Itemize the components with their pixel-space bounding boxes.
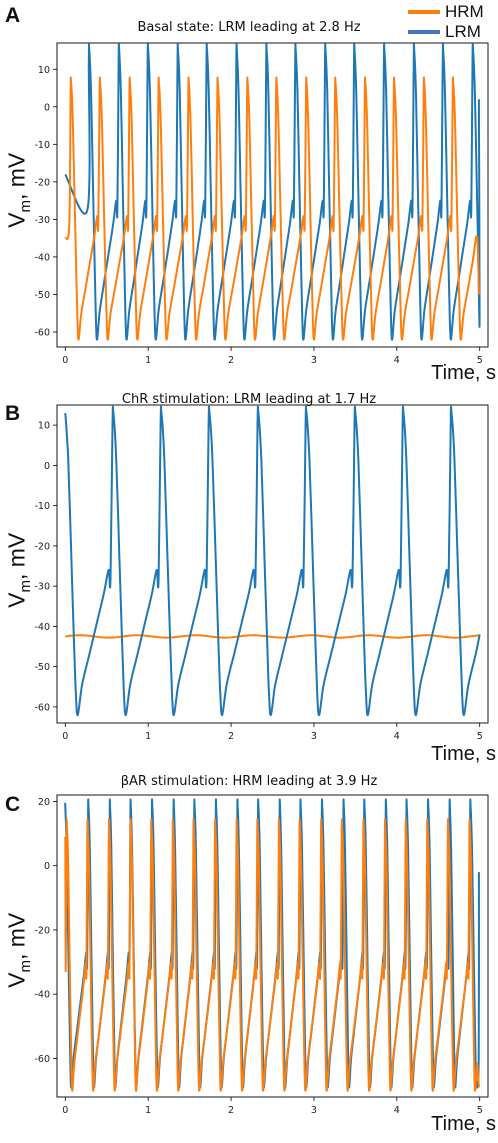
- x-tick-label: 0: [62, 1105, 68, 1116]
- panel-letter: A: [5, 4, 21, 27]
- legend-item-lrm: LRM: [408, 22, 494, 42]
- panel-letter: C: [5, 793, 21, 816]
- legend-label-hrm: HRM: [445, 2, 484, 21]
- x-tick-label: 4: [394, 1105, 400, 1116]
- x-tick-label: 0: [62, 731, 68, 742]
- panel-b: B ChR stimulation: LRM leading at 1.7 Hz…: [0, 390, 498, 770]
- y-tick-label: -20: [34, 541, 50, 552]
- x-tick-label: 0: [62, 355, 68, 366]
- x-tick-label: 1: [145, 355, 151, 366]
- series-line-lrm: [64, 43, 481, 341]
- x-tick-label: 5: [477, 731, 483, 742]
- y-tick-label: -30: [34, 582, 50, 593]
- x-axis-label: Time, s: [431, 362, 496, 384]
- series-line-hrm: [65, 634, 480, 639]
- x-tick-label: 2: [228, 355, 234, 366]
- y-tick-label: -60: [34, 1054, 50, 1065]
- y-tick-label: 0: [44, 102, 50, 113]
- series-line-hrm: [64, 818, 480, 1092]
- x-tick-label: 4: [394, 355, 400, 366]
- y-tick-label: -50: [34, 662, 50, 673]
- panel-title: Basal state: LRM leading at 2.8 Hz: [137, 20, 361, 35]
- x-tick-label: 2: [228, 1105, 234, 1116]
- plot-area: 0 1 2 3 4 5 10 0 -10 -20 -30 -40 -50 -60: [34, 404, 489, 742]
- y-tick-label: -40: [34, 990, 50, 1001]
- panel-title: ChR stimulation: LRM leading at 1.7 Hz: [121, 392, 377, 407]
- y-tick-label: -10: [34, 140, 50, 151]
- x-tick-label: 3: [311, 1105, 317, 1116]
- series-line-hrm: [64, 76, 480, 341]
- panel-letter: B: [5, 402, 21, 425]
- plot-frame: [56, 794, 489, 1098]
- series-line-lrm: [64, 798, 480, 1089]
- legend: HRM LRM: [408, 2, 494, 42]
- series-line-lrm: [64, 405, 481, 716]
- legend-label-lrm: LRM: [445, 22, 481, 41]
- y-tick-label: 0: [44, 861, 50, 872]
- y-tick-label: -40: [34, 622, 50, 633]
- panel-title: βAR stimulation: HRM leading at 3.9 Hz: [120, 774, 378, 789]
- y-tick-label: 10: [38, 65, 50, 76]
- plot-frame: [56, 404, 489, 724]
- x-tick-label: 3: [311, 355, 317, 366]
- y-tick-label: 10: [38, 421, 50, 432]
- x-tick-label: 1: [145, 1105, 151, 1116]
- y-tick-label: 0: [44, 461, 50, 472]
- y-tick-label: -50: [34, 290, 50, 301]
- legend-swatch-lrm: [408, 30, 440, 34]
- plot-frame: [56, 42, 489, 348]
- x-tick-label: 1: [145, 731, 151, 742]
- y-tick-label: -20: [34, 177, 50, 188]
- x-tick-label: 5: [477, 1105, 483, 1116]
- x-tick-label: 4: [394, 731, 400, 742]
- x-axis-label: Time, s: [431, 1113, 496, 1135]
- x-axis-label: Time, s: [431, 743, 496, 765]
- y-tick-label: -30: [34, 215, 50, 226]
- panel-c: C βAR stimulation: HRM leading at 3.9 Hz…: [0, 770, 498, 1143]
- y-tick-label: -60: [34, 702, 50, 713]
- plot-area: 0 1 2 3 4 5 10 0 -10 -20 -30 -40 -50 -60: [34, 42, 489, 366]
- y-tick-label: 20: [38, 797, 50, 808]
- y-tick-label: -40: [34, 252, 50, 263]
- panel-a: A Basal state: LRM leading at 2.8 Hz Vm,…: [0, 0, 498, 390]
- legend-item-hrm: HRM: [408, 2, 494, 22]
- y-tick-label: -10: [34, 501, 50, 512]
- x-tick-label: 2: [228, 731, 234, 742]
- legend-swatch-hrm: [408, 10, 440, 14]
- y-tick-label: -60: [34, 327, 50, 338]
- y-tick-label: -20: [34, 925, 50, 936]
- plot-area: 0 1 2 3 4 5 20 0 -20 -40 -60: [34, 794, 489, 1116]
- x-tick-label: 5: [477, 355, 483, 366]
- x-tick-label: 3: [311, 731, 317, 742]
